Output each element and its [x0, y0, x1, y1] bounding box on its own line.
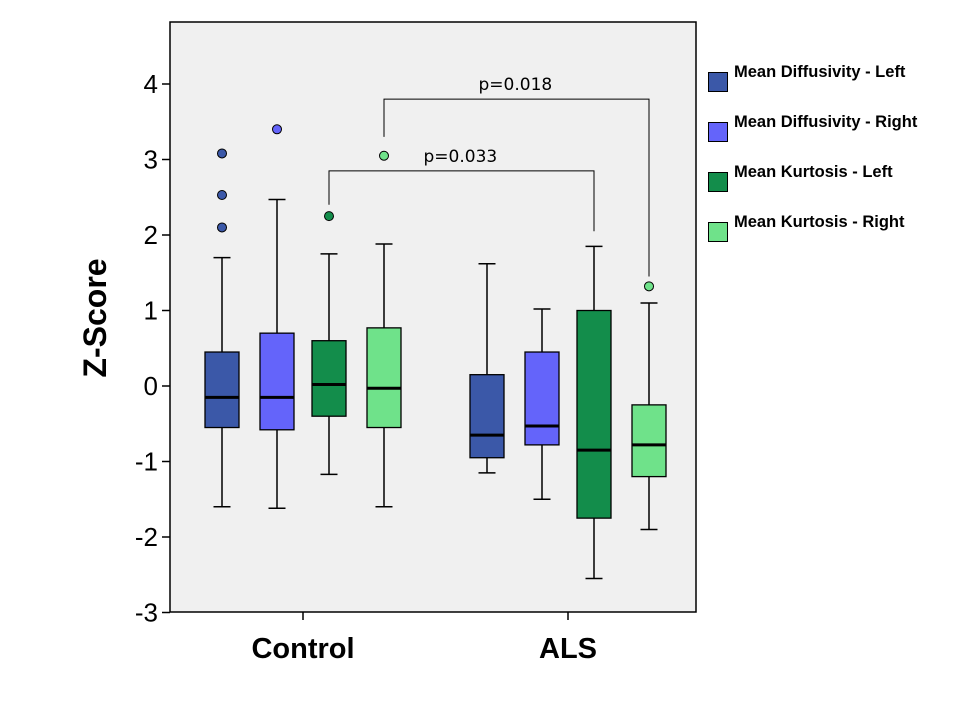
significance-bracket [328, 170, 595, 232]
box-iqr [631, 404, 667, 478]
box-als-0 [469, 262, 505, 474]
outlier-point [272, 124, 282, 135]
legend-label: Mean Kurtosis - Right [734, 213, 905, 231]
box-control-3 [366, 150, 402, 508]
outlier-point [644, 281, 654, 292]
legend-swatch [708, 172, 728, 192]
p-value-label-kurtosis-left: p=0.033 [423, 146, 498, 167]
legend-label: Mean Diffusivity - Left [734, 63, 906, 81]
y-tick-label: -3 [135, 598, 158, 628]
y-tick-label: 0 [144, 371, 158, 401]
box-iqr [524, 351, 560, 446]
outlier-point [324, 211, 334, 222]
box-iqr [311, 340, 347, 417]
legend-item: Mean Diffusivity - Right [706, 114, 956, 164]
box-iqr [259, 332, 295, 431]
plot-area [169, 21, 697, 613]
outlier-point [217, 189, 227, 200]
outlier-point [217, 148, 227, 159]
legend-label: Mean Kurtosis - Left [734, 163, 893, 181]
legend-swatch [708, 122, 728, 142]
y-tick-label: -1 [135, 447, 158, 477]
box-iqr [576, 309, 612, 519]
legend-label: Mean Diffusivity - Right [734, 113, 918, 131]
legend-item: Mean Diffusivity - Left [706, 64, 956, 114]
y-tick-label: 3 [144, 145, 158, 175]
box-iqr [469, 374, 505, 459]
box-control-2 [311, 211, 347, 476]
y-tick-label: 2 [144, 220, 158, 250]
legend-item: Mean Kurtosis - Right [706, 214, 956, 264]
x-tick-label: Control [251, 633, 354, 665]
box-control-1 [259, 124, 295, 510]
box-control-0 [204, 148, 240, 508]
box-iqr [366, 327, 402, 429]
outlier-point [379, 150, 389, 161]
significance-bracket [383, 98, 650, 277]
legend: Mean Diffusivity - Left Mean Diffusivity … [706, 64, 956, 264]
p-value-label-kurtosis-right: p=0.018 [478, 75, 553, 96]
box-iqr [204, 351, 240, 429]
outlier-point [217, 222, 227, 233]
y-tick-label: -2 [135, 522, 158, 552]
y-tick-label: 1 [144, 296, 158, 326]
legend-swatch [708, 72, 728, 92]
box-als-2 [576, 245, 612, 580]
y-tick-label: 4 [144, 69, 158, 99]
legend-item: Mean Kurtosis - Left [706, 164, 956, 214]
legend-swatch [708, 222, 728, 242]
x-tick-label: ALS [539, 633, 597, 665]
y-axis-title: Z-Score [77, 258, 113, 377]
box-als-1 [524, 308, 560, 500]
box-als-3 [631, 281, 667, 531]
